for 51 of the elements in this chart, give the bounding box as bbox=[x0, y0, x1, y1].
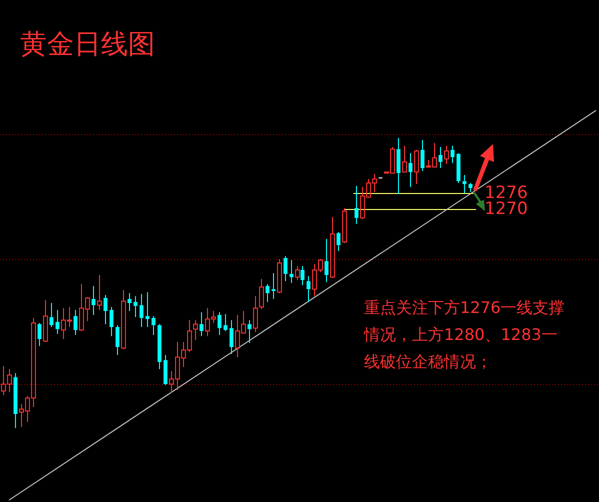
candlestick bbox=[56, 309, 60, 334]
candlestick bbox=[306, 276, 310, 302]
candlestick bbox=[152, 316, 156, 336]
candlestick bbox=[450, 145, 454, 164]
candlestick bbox=[414, 149, 419, 185]
candlestick bbox=[324, 238, 328, 282]
candlestick bbox=[290, 260, 294, 284]
text: 黄金日线图 bbox=[20, 28, 155, 62]
candlestick bbox=[140, 293, 144, 328]
candlestick bbox=[266, 284, 270, 302]
candlestick bbox=[408, 152, 412, 188]
candlestick bbox=[200, 312, 204, 337]
candlestick bbox=[456, 152, 460, 184]
candlestick bbox=[468, 182, 472, 193]
candlestick bbox=[438, 146, 442, 169]
candlestick bbox=[354, 185, 358, 225]
candlestick bbox=[50, 302, 54, 328]
candlestick bbox=[193, 320, 198, 341]
candlestick bbox=[74, 309, 78, 336]
candlestick bbox=[462, 174, 466, 194]
candlestick bbox=[218, 312, 222, 336]
candlestick bbox=[230, 320, 234, 354]
candlestick bbox=[43, 300, 48, 342]
candlestick bbox=[92, 285, 96, 316]
candlestick bbox=[248, 320, 252, 344]
candlestick bbox=[158, 324, 162, 370]
candlestick bbox=[128, 292, 132, 312]
candlestick bbox=[402, 145, 407, 173]
candlestick bbox=[253, 296, 258, 333]
y-tick-label: 1270 bbox=[484, 198, 528, 219]
candlestick bbox=[146, 292, 150, 328]
candlestick bbox=[396, 137, 400, 194]
candlestick bbox=[116, 324, 120, 356]
candlestick bbox=[121, 289, 126, 350]
candlestick bbox=[336, 232, 340, 252]
candlestick bbox=[38, 322, 42, 346]
candlestick bbox=[164, 354, 168, 386]
candlestick bbox=[259, 278, 264, 310]
candlestick bbox=[330, 216, 335, 278]
candlestick bbox=[14, 372, 18, 429]
candlestick bbox=[272, 272, 276, 300]
candlestick bbox=[444, 145, 449, 165]
candlestick bbox=[224, 313, 228, 332]
candlestick bbox=[104, 294, 108, 325]
candlestick bbox=[97, 274, 102, 310]
candlestick bbox=[300, 265, 304, 286]
candlestick bbox=[420, 140, 424, 172]
candlestick bbox=[134, 296, 138, 318]
candlestick bbox=[110, 306, 114, 337]
annotation: 重点关注下方1276一线支撑情况，上方1280、1283一线破位企稳情况； bbox=[364, 297, 566, 373]
candlestick bbox=[284, 256, 288, 282]
